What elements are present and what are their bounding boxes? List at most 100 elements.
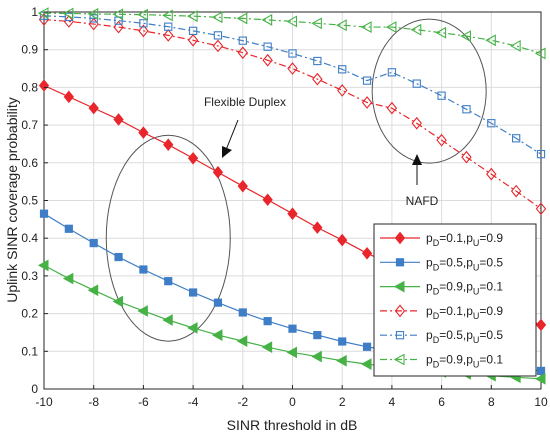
legend-label-part: p xyxy=(426,328,433,342)
data-point xyxy=(362,342,372,351)
y-tick-label: 0.8 xyxy=(21,80,38,94)
data-point xyxy=(436,133,447,147)
data-point xyxy=(236,12,248,25)
legend-label-part: =0.5 xyxy=(479,255,503,269)
data-point xyxy=(138,24,149,38)
data-point xyxy=(337,233,348,247)
x-tick-label: 0 xyxy=(289,395,296,409)
legend-label-part: =0.9,p xyxy=(439,280,473,294)
data-point xyxy=(336,19,347,32)
data-point xyxy=(188,26,198,35)
data-point xyxy=(361,96,373,109)
annotation-nafd: NAFD xyxy=(406,194,439,208)
data-point xyxy=(212,39,224,53)
y-tick-label: 0 xyxy=(31,382,38,396)
data-point xyxy=(311,17,322,30)
data-point xyxy=(237,46,249,60)
legend-label-part: =0.5,p xyxy=(439,255,473,269)
x-axis-label: SINR threshold in dB xyxy=(227,417,358,433)
data-point xyxy=(385,21,397,34)
legend-label-part: p xyxy=(426,304,433,318)
legend-label-part: p xyxy=(426,353,433,367)
legend-label-part: =0.1,p xyxy=(439,304,473,318)
data-point xyxy=(164,22,173,31)
series-5 xyxy=(37,7,546,60)
y-tick-label: 0.3 xyxy=(21,269,38,283)
data-point xyxy=(261,341,273,354)
legend-box xyxy=(373,223,537,377)
legend-label-part: =0.5 xyxy=(479,328,503,342)
data-point xyxy=(288,49,297,58)
data-point xyxy=(460,30,472,43)
y-axis-ticks: 0 0.1 0.2 0.3 0.4 0.5 0.6 0.7 0.8 0.9 1 xyxy=(21,5,48,396)
legend-label-subscript: U xyxy=(473,311,480,321)
legend-item: pD=0.1,pU=0.9 xyxy=(380,304,503,321)
annotation-ellipses xyxy=(105,18,487,342)
annotation-flexible-duplex: Flexible Duplex xyxy=(204,95,286,109)
legend-label-subscript: D xyxy=(433,335,440,345)
data-point xyxy=(37,259,49,272)
data-point xyxy=(287,62,298,75)
data-point xyxy=(37,7,49,20)
data-point xyxy=(114,252,123,262)
legend-label-part: =0.9 xyxy=(479,231,503,245)
data-point xyxy=(338,65,347,74)
data-point xyxy=(534,47,546,60)
legend-label-subscript: D xyxy=(433,311,440,321)
data-point xyxy=(536,149,546,159)
x-tick-label: -8 xyxy=(88,395,99,409)
data-point xyxy=(261,13,273,26)
data-point xyxy=(62,272,74,285)
y-axis-label: Uplink SINR coverage probability xyxy=(4,97,20,302)
data-point xyxy=(187,151,199,165)
legend-label-subscript: U xyxy=(473,335,480,345)
data-point xyxy=(535,318,547,332)
annotation-ellipse xyxy=(105,134,231,342)
data-point xyxy=(286,15,298,28)
data-point xyxy=(386,101,398,115)
data-point xyxy=(338,337,347,346)
legend-label: pD=0.1,pU=0.9 xyxy=(426,304,503,321)
data-point xyxy=(87,284,99,297)
legend-label-subscript: D xyxy=(433,238,440,248)
legend-item: pD=0.1,pU=0.9 xyxy=(380,231,503,248)
data-point xyxy=(536,366,546,376)
data-point xyxy=(262,193,273,207)
series-line xyxy=(43,15,542,155)
x-tick-label: -2 xyxy=(237,395,248,409)
data-point xyxy=(237,179,248,193)
data-point xyxy=(262,53,273,67)
data-point xyxy=(336,354,347,367)
data-point xyxy=(164,277,173,286)
data-point xyxy=(236,335,248,347)
data-point xyxy=(412,79,421,88)
legend-marker xyxy=(395,258,405,267)
data-point xyxy=(361,358,372,370)
data-point xyxy=(287,207,298,220)
data-point xyxy=(113,113,124,126)
y-tick-label: 0.5 xyxy=(21,194,38,208)
data-point xyxy=(387,68,397,77)
data-point xyxy=(288,324,297,333)
legend-label: pD=0.9,pU=0.1 xyxy=(426,280,503,297)
legend-label-part: =0.5,p xyxy=(439,328,473,342)
data-point xyxy=(211,329,223,341)
data-point xyxy=(163,138,174,151)
data-point xyxy=(312,221,323,234)
legend-item: pD=0.9,pU=0.1 xyxy=(380,353,503,370)
y-tick-label: 0.1 xyxy=(21,344,38,358)
data-point xyxy=(187,33,199,47)
data-point xyxy=(187,322,198,334)
x-tick-label: 8 xyxy=(488,395,495,409)
data-point xyxy=(535,202,547,216)
legend-label-subscript: U xyxy=(473,238,480,248)
legend: pD=0.1,pU=0.9pD=0.5,pU=0.5pD=0.9,pU=0.1p… xyxy=(373,223,537,377)
data-point xyxy=(313,56,322,66)
legend-label-subscript: U xyxy=(473,262,480,272)
x-tick-label: -4 xyxy=(188,395,199,409)
data-point xyxy=(362,76,372,85)
data-point xyxy=(487,119,496,128)
arrowhead-flexible-duplex xyxy=(222,146,232,158)
data-point xyxy=(138,126,149,139)
